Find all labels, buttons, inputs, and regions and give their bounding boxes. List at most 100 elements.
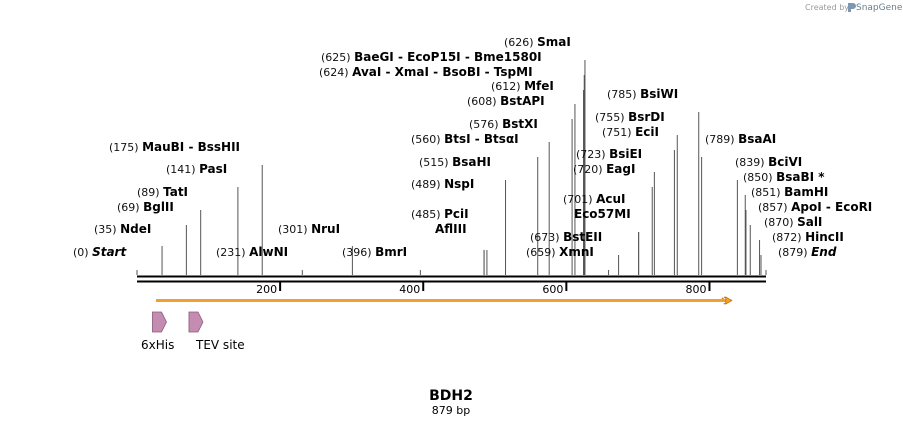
enzyme-name-hincii[interactable]: HincII xyxy=(805,230,844,244)
site-labels: (0) Start (35) NdeI (69) BglII(89) TatI (14… xyxy=(73,35,872,259)
site-position: (755) xyxy=(595,111,628,124)
site-position: (839) xyxy=(735,156,768,169)
enzyme-name-bstxi[interactable]: BstXI xyxy=(502,117,538,131)
ruler-tick-label-800: 800 xyxy=(685,283,706,296)
enzyme-name-eagi[interactable]: EagI xyxy=(606,162,635,176)
site-label-bsteii: (673) BstEII xyxy=(530,230,602,244)
enzyme-name-ecop15i[interactable]: - EcoP15I xyxy=(394,50,461,64)
site-label-bsiei: (723) BsiEI xyxy=(576,147,642,161)
watermark-brand: SnapGene xyxy=(856,3,903,13)
enzyme-name-bmri[interactable]: BmrI xyxy=(375,245,407,259)
enzyme-name-start[interactable]: Start xyxy=(92,245,127,259)
enzyme-name-baegi[interactable]: BaeGI xyxy=(354,50,394,64)
site-position: (231) xyxy=(216,246,249,259)
enzyme-name-bglii[interactable]: BglII xyxy=(143,200,174,214)
site-label-bamhi: (851) BamHI xyxy=(751,185,828,199)
site-position: (785) xyxy=(607,88,640,101)
site-label-ndei: (35) NdeI xyxy=(94,222,151,236)
site-position: (789) xyxy=(705,133,738,146)
site-label-tati: (89) TatI xyxy=(137,185,188,199)
feature-arrow-tev-site[interactable] xyxy=(188,311,204,333)
enzyme-name-alwni[interactable]: AlwNI xyxy=(249,245,288,259)
enzyme-name-end[interactable]: End xyxy=(811,245,837,259)
site-label-eagi: (720) EagI xyxy=(573,162,635,176)
feature-arrow-6xhis[interactable] xyxy=(152,311,167,333)
enzyme-name-mfei[interactable]: MfeI xyxy=(524,79,554,93)
construct-name: BDH2 xyxy=(429,388,473,404)
site-label-acui: (701) AcuI xyxy=(563,192,626,206)
site-label-alwni: (231) AlwNI xyxy=(216,245,288,259)
enzyme-name-bsshii[interactable]: - BssHII xyxy=(184,140,240,154)
site-position: (141) xyxy=(166,163,199,176)
enzyme-name-bcivi[interactable]: BciVI xyxy=(768,155,802,169)
site-label-start: (0) Start xyxy=(73,245,127,259)
site-label-apoi: (857) ApoI - EcoRI xyxy=(758,200,872,214)
site-position: (515) xyxy=(419,156,452,169)
site-label-pcii: (485) PciI xyxy=(411,207,469,221)
enzyme-name-maubi[interactable]: MauBI xyxy=(142,140,184,154)
site-label-end: (879) End xyxy=(778,245,837,259)
site-position: (723) xyxy=(576,148,609,161)
site-position: (720) xyxy=(573,163,606,176)
snapgene-logo-icon xyxy=(848,3,856,12)
enzyme-name-bstapi[interactable]: BstAPI xyxy=(500,94,545,108)
site-label-afliii: AflIII xyxy=(435,222,467,236)
site-position: (659) xyxy=(526,246,559,259)
enzyme-name-avai[interactable]: AvaI xyxy=(352,65,381,79)
site-position: (485) xyxy=(411,208,444,221)
enzyme-name-pcii[interactable]: PciI xyxy=(444,207,469,221)
site-label-xmni: (659) XmnI xyxy=(526,245,594,259)
construct-length: 879 bp xyxy=(432,404,470,417)
enzyme-name-ndei[interactable]: NdeI xyxy=(120,222,151,236)
site-label-ecii: (751) EciI xyxy=(602,125,659,139)
site-label-bmri: (396) BmrI xyxy=(342,245,407,259)
site-position: (35) xyxy=(94,223,120,236)
enzyme-name-xmai[interactable]: - XmaI xyxy=(381,65,429,79)
enzyme-name-bamhi[interactable]: BamHI xyxy=(784,185,828,199)
site-label-eco57mi: Eco57MI xyxy=(574,207,631,221)
enzyme-name-btsi[interactable]: BtsI xyxy=(444,132,471,146)
site-position: (850) xyxy=(743,171,776,184)
features: 6xHis TEV site xyxy=(141,311,245,352)
enzyme-name-bts-i[interactable]: - BtsαI xyxy=(471,132,519,146)
enzyme-name-bsaai[interactable]: BsaAI xyxy=(738,132,776,146)
site-position: (851) xyxy=(751,186,784,199)
enzyme-name-nspi[interactable]: NspI xyxy=(444,177,474,191)
site-label-bsabi: (850) BsaBI * xyxy=(743,170,825,184)
enzyme-name-acui[interactable]: AcuI xyxy=(596,192,625,206)
site-label-bcivi: (839) BciVI xyxy=(735,155,802,169)
orf-arrow-fill xyxy=(156,299,728,302)
enzyme-name-eco57mi[interactable]: Eco57MI xyxy=(574,207,631,221)
enzyme-name-sali[interactable]: SalI xyxy=(797,215,822,229)
enzyme-name-afliii[interactable]: AflIII xyxy=(435,222,467,236)
site-label-nspi: (489) NspI xyxy=(411,177,474,191)
site-label-hincii: (872) HincII xyxy=(772,230,844,244)
enzyme-name-bsiwi[interactable]: BsiWI xyxy=(640,87,678,101)
enzyme-name-tspmi[interactable]: - TspMI xyxy=(480,65,532,79)
site-position: (489) xyxy=(411,178,444,191)
site-position: (301) xyxy=(278,223,311,236)
site-position: (857) xyxy=(758,201,791,214)
site-position: (396) xyxy=(342,246,375,259)
enzyme-name-ecii[interactable]: EciI xyxy=(635,125,659,139)
site-label-mfei: (612) MfeI xyxy=(491,79,554,93)
enzyme-name-apoi[interactable]: ApoI xyxy=(791,200,822,214)
enzyme-name-nrui[interactable]: NruI xyxy=(311,222,340,236)
enzyme-name-bsiei[interactable]: BsiEI xyxy=(609,147,642,161)
site-label-btsi: (560) BtsI - BtsαI xyxy=(411,132,519,146)
enzyme-name-bsabi[interactable]: BsaBI * xyxy=(776,170,825,184)
site-label-bstxi: (576) BstXI xyxy=(469,117,538,131)
enzyme-name-bsobi[interactable]: - BsoBI xyxy=(429,65,480,79)
enzyme-name-tati[interactable]: TatI xyxy=(163,185,188,199)
enzyme-name-pasi[interactable]: PasI xyxy=(199,162,227,176)
ruler: 200 400 600 800 xyxy=(256,282,711,296)
enzyme-name-smai[interactable]: SmaI xyxy=(537,35,571,49)
enzyme-name-bsrdi[interactable]: BsrDI xyxy=(628,110,665,124)
enzyme-name-bme1580i[interactable]: - Bme1580I xyxy=(461,50,542,64)
enzyme-name-bsahi[interactable]: BsaHI xyxy=(452,155,491,169)
site-position: (608) xyxy=(467,95,500,108)
enzyme-name-xmni[interactable]: XmnI xyxy=(559,245,594,259)
enzyme-name-bsteii[interactable]: BstEII xyxy=(563,230,602,244)
site-label-bsrdi: (755) BsrDI xyxy=(595,110,665,124)
enzyme-name-ecori[interactable]: - EcoRI xyxy=(822,200,873,214)
